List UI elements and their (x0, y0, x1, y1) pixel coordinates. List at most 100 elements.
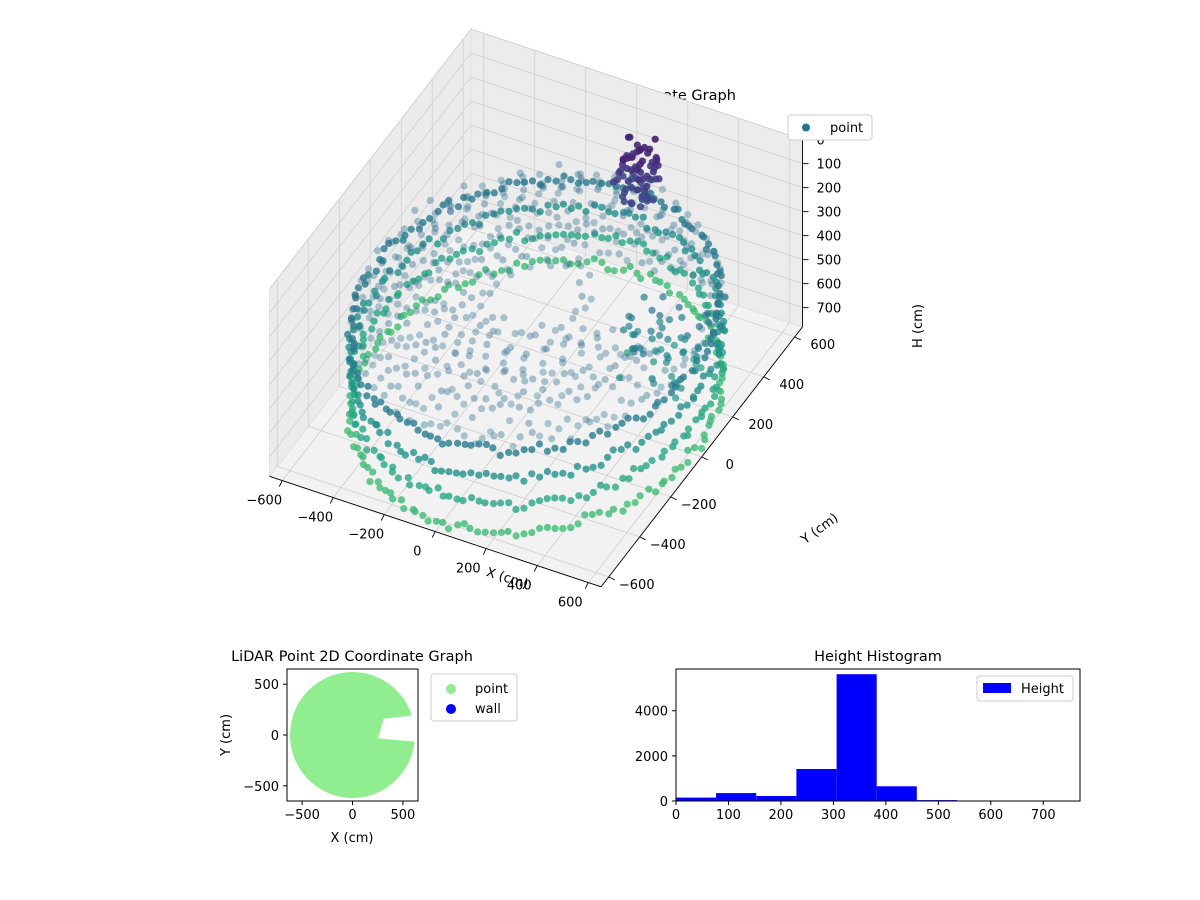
x-tick-label-2d: −500 (284, 808, 320, 823)
lidar-point (528, 446, 536, 454)
lidar-point (609, 446, 617, 454)
lidar-point (552, 257, 560, 265)
chart-3d-legend: point (787, 114, 873, 141)
lidar-point (567, 524, 575, 532)
lidar-point (546, 338, 554, 346)
lidar-point (526, 263, 534, 271)
lidar-point (501, 366, 509, 374)
lidar-point (643, 182, 651, 191)
lidar-point (579, 366, 587, 375)
lidar-point (370, 317, 378, 325)
lidar-point (589, 463, 597, 471)
lidar-point (358, 408, 366, 416)
lidar-point (497, 207, 505, 215)
lidar-point (627, 314, 636, 322)
lidar-point (443, 419, 451, 427)
lidar-point (544, 234, 552, 242)
lidar-point (352, 292, 360, 300)
x-tick-3d (584, 582, 589, 589)
lidar-point (625, 374, 633, 382)
lidar-point (393, 441, 401, 449)
histogram-bar (836, 674, 877, 801)
lidar-point (392, 408, 400, 416)
lidar-point (582, 214, 590, 222)
lidar-point (513, 179, 521, 187)
chart-2d-title: LiDAR Point 2D Coordinate Graph (231, 649, 473, 665)
lidar-point (623, 207, 632, 215)
lidar-point (482, 211, 490, 219)
lidar-point (690, 395, 698, 403)
lidar-point (543, 447, 552, 455)
lidar-point (586, 418, 594, 426)
lidar-point (689, 271, 697, 279)
lidar-point (552, 177, 560, 185)
lidar-point (618, 239, 626, 247)
lidar-point (419, 511, 427, 520)
lidar-point (562, 335, 570, 343)
lidar-point (574, 179, 583, 187)
lidar-point (609, 178, 618, 186)
lidar-point (483, 188, 491, 197)
lidar-point (560, 230, 568, 238)
lidar-point (566, 438, 574, 446)
lidar-point (505, 448, 513, 457)
lidar-point (431, 343, 439, 352)
legend-marker-point-2d (446, 684, 456, 694)
lidar-point (365, 299, 373, 307)
z-tick-label-3d: 500 (817, 254, 842, 269)
lidar-point (365, 314, 374, 322)
lidar-point (630, 331, 639, 339)
lidar-point (540, 345, 548, 353)
lidar-point (489, 444, 497, 452)
lidar-point (490, 472, 498, 480)
chart-histogram: Height Histogram 0 100 200 300 400 500 600 7000… (635, 649, 1081, 823)
lidar-point (434, 435, 442, 443)
lidar-point (496, 400, 504, 409)
lidar-point (716, 265, 724, 273)
lidar-point (424, 517, 432, 525)
lidar-point (429, 216, 437, 224)
lidar-point (371, 400, 379, 408)
lidar-point (646, 410, 654, 418)
chart-3d-axes: −600 −400 −200 0 200 400 600 −600 −400 −200 0 200 40… (246, 134, 841, 611)
lidar-point (519, 366, 527, 374)
lidar-point (707, 292, 715, 300)
lidar-point (653, 213, 661, 221)
lidar-point (573, 462, 582, 470)
lidar-point (574, 171, 582, 179)
lidar-point (538, 179, 546, 187)
lidar-point (445, 367, 453, 375)
x-tick-3d (380, 514, 385, 521)
lidar-point (528, 470, 536, 478)
lidar-point (668, 372, 676, 380)
lidar-point (543, 523, 552, 532)
lidar-point (717, 323, 725, 331)
grid-line-z (269, 124, 472, 386)
lidar-point (599, 212, 607, 220)
lidar-point (346, 417, 354, 425)
lidar-point (506, 343, 514, 351)
lidar-point (505, 267, 514, 275)
lidar-point (415, 225, 423, 233)
lidar-point (582, 465, 590, 473)
lidar-point (412, 307, 420, 315)
lidar-point (478, 240, 487, 248)
lidar-point (499, 180, 508, 188)
lidar-point (474, 190, 482, 198)
lidar-point (576, 187, 584, 195)
lidar-point (658, 185, 667, 193)
lidar-point (717, 279, 725, 287)
lidar-point (441, 285, 449, 293)
lidar-point (689, 271, 697, 280)
lidar-point (458, 301, 466, 309)
lidar-point (454, 224, 462, 232)
lidar-point (441, 240, 449, 248)
lidar-point (443, 362, 451, 370)
lidar-point (394, 474, 402, 482)
lidar-point (583, 258, 591, 266)
y-tick-label-2d: −500 (243, 780, 279, 795)
lidar-point (430, 249, 438, 258)
lidar-point (384, 366, 392, 375)
lidar-point (493, 252, 501, 260)
lidar-point (640, 240, 648, 248)
